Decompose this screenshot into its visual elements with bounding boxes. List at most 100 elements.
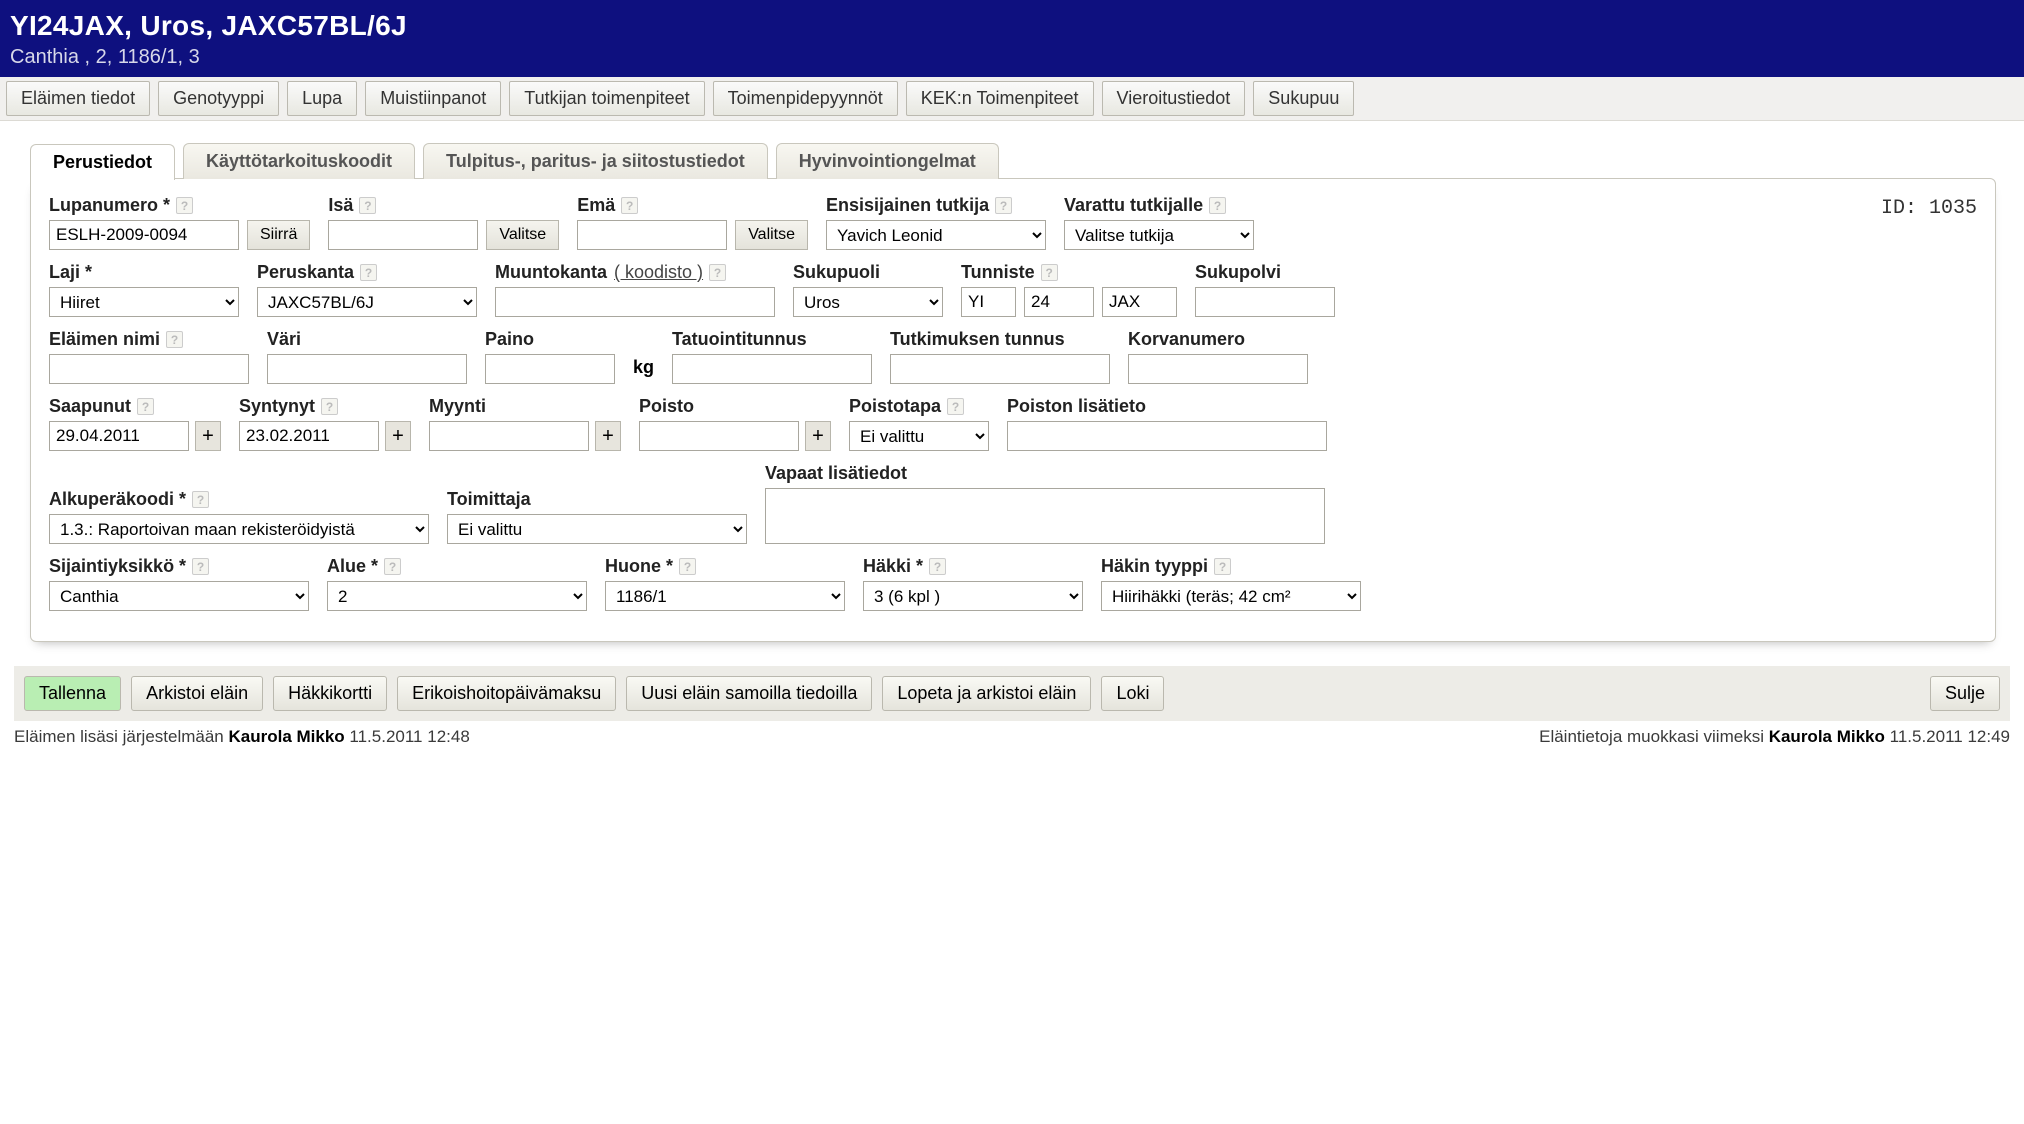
help-icon[interactable]: ? <box>1209 197 1226 214</box>
datepicker-syntynyt[interactable]: + <box>385 421 411 451</box>
input-sukupolvi[interactable] <box>1195 287 1335 317</box>
nav-lupa[interactable]: Lupa <box>287 81 357 116</box>
help-icon[interactable]: ? <box>995 197 1012 214</box>
button-valitse-ema[interactable]: Valitse <box>735 220 808 250</box>
select-laji[interactable]: Hiiret <box>49 287 239 317</box>
input-tatuointi[interactable] <box>672 354 872 384</box>
button-arkistoi[interactable]: Arkistoi eläin <box>131 676 263 711</box>
header-title: YI24JAX, Uros, JAXC57BL/6J <box>10 10 2014 42</box>
button-tallenna[interactable]: Tallenna <box>24 676 121 711</box>
button-siirra[interactable]: Siirrä <box>247 220 310 250</box>
help-icon[interactable]: ? <box>359 197 376 214</box>
select-varattu[interactable]: Valitse tutkija <box>1064 220 1254 250</box>
help-icon[interactable]: ? <box>621 197 638 214</box>
input-isa[interactable] <box>328 220 478 250</box>
help-icon[interactable]: ? <box>1041 264 1058 281</box>
label-kg: kg <box>633 357 654 384</box>
input-saapunut[interactable] <box>49 421 189 451</box>
tab-kayttotarkoituskoodit[interactable]: Käyttötarkoituskoodit <box>183 143 415 179</box>
button-hakkikortti[interactable]: Häkkikortti <box>273 676 387 711</box>
label-saapunut: Saapunut <box>49 396 131 417</box>
nav-tutkijan-toimenpiteet[interactable]: Tutkijan toimenpiteet <box>509 81 704 116</box>
nav-sukupuu[interactable]: Sukupuu <box>1253 81 1354 116</box>
button-erikoishoito[interactable]: Erikoishoitopäivämaksu <box>397 676 616 711</box>
label-poistotapa: Poistotapa <box>849 396 941 417</box>
label-peruskanta: Peruskanta <box>257 262 354 283</box>
input-syntynyt[interactable] <box>239 421 379 451</box>
help-icon[interactable]: ? <box>384 558 401 575</box>
panel-perustiedot: Lupanumero *? Siirrä Isä? Valitse Emä? V… <box>30 178 1996 642</box>
footer-left: Eläimen lisäsi järjestelmään Kaurola Mik… <box>14 727 470 747</box>
tab-perustiedot[interactable]: Perustiedot <box>30 144 175 180</box>
label-sukupolvi: Sukupolvi <box>1195 262 1281 283</box>
datepicker-saapunut[interactable]: + <box>195 421 221 451</box>
header: YI24JAX, Uros, JAXC57BL/6J Canthia , 2, … <box>0 0 2024 77</box>
input-myynti[interactable] <box>429 421 589 451</box>
input-vari[interactable] <box>267 354 467 384</box>
button-loki[interactable]: Loki <box>1101 676 1164 711</box>
label-alue: Alue * <box>327 556 378 577</box>
input-poiston-lisa[interactable] <box>1007 421 1327 451</box>
input-tunniste-2[interactable] <box>1024 287 1094 317</box>
datepicker-myynti[interactable]: + <box>595 421 621 451</box>
help-icon[interactable]: ? <box>176 197 193 214</box>
help-icon[interactable]: ? <box>709 264 726 281</box>
input-lupanumero[interactable] <box>49 220 239 250</box>
nav-genotyyppi[interactable]: Genotyyppi <box>158 81 279 116</box>
help-icon[interactable]: ? <box>192 558 209 575</box>
help-icon[interactable]: ? <box>679 558 696 575</box>
tab-hyvinvointi[interactable]: Hyvinvointiongelmat <box>776 143 999 179</box>
help-icon[interactable]: ? <box>137 398 154 415</box>
input-elaimen-nimi[interactable] <box>49 354 249 384</box>
label-sijainti: Sijaintiyksikkö * <box>49 556 186 577</box>
input-ema[interactable] <box>577 220 727 250</box>
select-alue[interactable]: 2 <box>327 581 587 611</box>
tabs-row: Perustiedot Käyttötarkoituskoodit Tulpit… <box>30 143 1996 179</box>
link-koodisto[interactable]: ( koodisto ) <box>614 262 703 283</box>
button-sulje[interactable]: Sulje <box>1930 676 2000 711</box>
label-isa: Isä <box>328 195 353 216</box>
textarea-vapaat[interactable] <box>765 488 1325 544</box>
tab-tulpitus[interactable]: Tulpitus-, paritus- ja siitostustiedot <box>423 143 768 179</box>
help-icon[interactable]: ? <box>321 398 338 415</box>
button-lopeta-arkistoi[interactable]: Lopeta ja arkistoi eläin <box>882 676 1091 711</box>
select-alkupera[interactable]: 1.3.: Raportoivan maan rekisteröidyistä <box>49 514 429 544</box>
nav-toimenpidepyynnot[interactable]: Toimenpidepyynnöt <box>713 81 898 116</box>
select-hakin-tyyppi[interactable]: Hiirihäkki (teräs; 42 cm² <box>1101 581 1361 611</box>
select-sijainti[interactable]: Canthia <box>49 581 309 611</box>
help-icon[interactable]: ? <box>192 491 209 508</box>
nav-muistiinpanot[interactable]: Muistiinpanot <box>365 81 501 116</box>
input-muuntokanta[interactable] <box>495 287 775 317</box>
label-varattu: Varattu tutkijalle <box>1064 195 1203 216</box>
nav-vieroitustiedot[interactable]: Vieroitustiedot <box>1102 81 1246 116</box>
help-icon[interactable]: ? <box>929 558 946 575</box>
button-valitse-isa[interactable]: Valitse <box>486 220 559 250</box>
nav-kek-toimenpiteet[interactable]: KEK:n Toimenpiteet <box>906 81 1094 116</box>
select-sukupuoli[interactable]: Uros <box>793 287 943 317</box>
bottom-bar: Tallenna Arkistoi eläin Häkkikortti Erik… <box>14 666 2010 721</box>
help-icon[interactable]: ? <box>166 331 183 348</box>
select-peruskanta[interactable]: JAXC57BL/6J <box>257 287 477 317</box>
input-tutkimus[interactable] <box>890 354 1110 384</box>
datepicker-poisto[interactable]: + <box>805 421 831 451</box>
input-tunniste-1[interactable] <box>961 287 1016 317</box>
select-huone[interactable]: 1186/1 <box>605 581 845 611</box>
help-icon[interactable]: ? <box>1214 558 1231 575</box>
label-tunniste: Tunniste <box>961 262 1035 283</box>
input-korvanumero[interactable] <box>1128 354 1308 384</box>
label-paino: Paino <box>485 329 534 350</box>
label-poisto: Poisto <box>639 396 694 417</box>
button-uusi-elain[interactable]: Uusi eläin samoilla tiedoilla <box>626 676 872 711</box>
select-poistotapa[interactable]: Ei valittu <box>849 421 989 451</box>
select-ensisijainen[interactable]: Yavich Leonid <box>826 220 1046 250</box>
input-paino[interactable] <box>485 354 615 384</box>
label-lupanumero: Lupanumero * <box>49 195 170 216</box>
help-icon[interactable]: ? <box>947 398 964 415</box>
nav-elaimen-tiedot[interactable]: Eläimen tiedot <box>6 81 150 116</box>
input-poisto[interactable] <box>639 421 799 451</box>
select-hakki[interactable]: 3 (6 kpl ) <box>863 581 1083 611</box>
input-tunniste-3[interactable] <box>1102 287 1177 317</box>
select-toimittaja[interactable]: Ei valittu <box>447 514 747 544</box>
help-icon[interactable]: ? <box>360 264 377 281</box>
label-elaimen-nimi: Eläimen nimi <box>49 329 160 350</box>
